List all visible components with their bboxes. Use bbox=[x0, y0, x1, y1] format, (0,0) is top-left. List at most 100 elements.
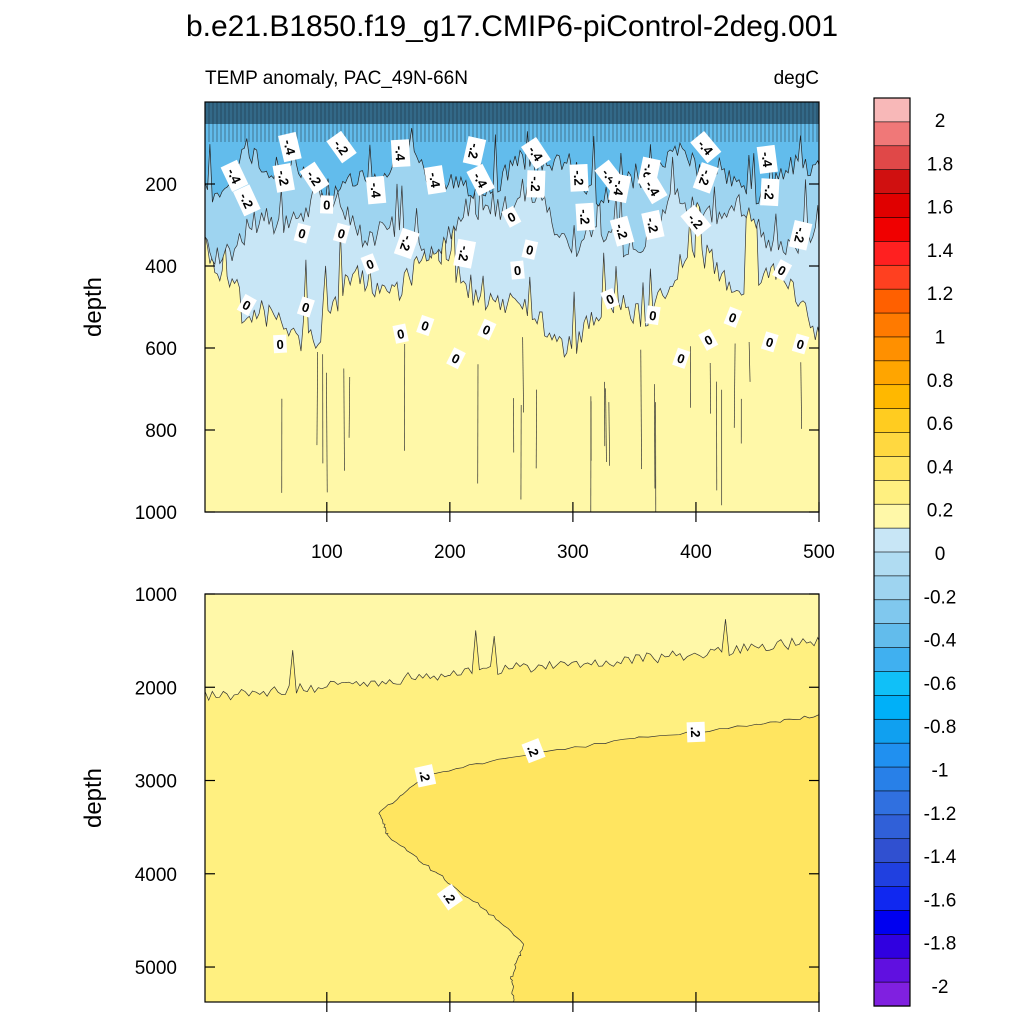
y-tick-label: 4000 bbox=[135, 865, 177, 886]
colorbar-label: 1.8 bbox=[927, 154, 953, 175]
colorbar-swatch bbox=[873, 742, 911, 768]
bottom-panel: .2 .2 .2 .2 1000 2000 3000 4000 5000 depth bbox=[80, 585, 820, 1012]
svg-text:.2: .2 bbox=[416, 769, 433, 783]
svg-text:-.4: -.4 bbox=[426, 171, 443, 189]
colorbar-swatch bbox=[873, 718, 911, 744]
contour-label: -.2 bbox=[641, 209, 665, 241]
svg-text:0: 0 bbox=[764, 334, 775, 350]
colorbar-label: 0.4 bbox=[927, 457, 954, 478]
contour-label: -.2 bbox=[680, 204, 712, 238]
contour-label: -.2 bbox=[299, 161, 330, 195]
colorbar-swatch bbox=[873, 551, 911, 577]
contour-label: -.2 bbox=[393, 227, 420, 260]
svg-text:0: 0 bbox=[323, 197, 331, 212]
colorbar-swatch bbox=[873, 814, 911, 840]
contour-label: .2 bbox=[414, 764, 437, 788]
colorbar-label: 0.2 bbox=[927, 501, 953, 522]
svg-text:-.2: -.2 bbox=[397, 234, 416, 253]
colorbar-swatch bbox=[873, 981, 911, 1007]
svg-text:-.2: -.2 bbox=[236, 191, 256, 211]
bottom-y-ticks: 1000 2000 3000 4000 5000 bbox=[135, 585, 819, 979]
svg-text:-.2: -.2 bbox=[577, 209, 593, 225]
svg-text:.2: .2 bbox=[688, 726, 703, 737]
colorbar-label: 1.4 bbox=[927, 241, 954, 262]
colorbar-label: 1.2 bbox=[927, 284, 953, 305]
contour-label: .2 bbox=[686, 721, 706, 743]
y-tick-label: 400 bbox=[145, 257, 177, 278]
contour-label: -.4 bbox=[365, 175, 387, 205]
colorbar-label: -0.2 bbox=[924, 587, 957, 608]
top-x-ticks: 100 200 300 400 500 bbox=[311, 502, 835, 563]
vertical-contour bbox=[343, 368, 345, 471]
svg-text:-.4: -.4 bbox=[224, 166, 244, 187]
bottom-plot-frame bbox=[204, 593, 820, 1003]
contour-label: -.2 bbox=[326, 130, 357, 164]
vertical-contour bbox=[348, 376, 351, 438]
contour-label: 0 bbox=[416, 314, 435, 337]
x-tick-label: 200 bbox=[434, 542, 466, 563]
vertical-contour bbox=[654, 384, 656, 489]
svg-text:-.2: -.2 bbox=[528, 176, 543, 192]
top-plot-frame bbox=[204, 101, 820, 513]
contour-label: 0 bbox=[273, 334, 288, 354]
contour-label: -.4 bbox=[690, 130, 722, 164]
svg-text:0: 0 bbox=[297, 226, 308, 242]
colorbar-swatch bbox=[873, 575, 911, 601]
contour-label: -.4 bbox=[466, 163, 495, 197]
colorbar-swatch bbox=[873, 336, 911, 362]
top-panel: -.4-.4 -.2 -.4 -.2 -.4-.4 -.6-.4-.4-.2 -.2-.4-… bbox=[80, 101, 835, 563]
bottom-y-axis-label: depth bbox=[80, 768, 107, 828]
contour-label: -.4 bbox=[521, 137, 551, 170]
contour-label: 0 bbox=[293, 222, 311, 244]
svg-text:0: 0 bbox=[795, 336, 806, 352]
colorbar-swatch bbox=[873, 934, 911, 959]
contour-label: -.4 bbox=[608, 173, 632, 204]
contour-label: 0 bbox=[791, 333, 810, 355]
colorbar-label: -1.4 bbox=[924, 847, 957, 868]
colorbar-label: -1.2 bbox=[924, 804, 957, 825]
y-tick-label: 1000 bbox=[135, 585, 177, 606]
right-subtitle: degC bbox=[774, 68, 819, 89]
contour-label: .2 bbox=[436, 883, 463, 911]
svg-text:-.4: -.4 bbox=[392, 145, 408, 162]
contour-label: 0 bbox=[296, 296, 315, 318]
contour-label: -.2 bbox=[462, 136, 487, 167]
svg-text:0: 0 bbox=[419, 318, 431, 335]
svg-text:-.2: -.2 bbox=[685, 211, 706, 232]
top-vertical-contours bbox=[281, 337, 802, 512]
contour-label: 0 bbox=[501, 205, 522, 228]
contour-label: -.2 bbox=[453, 238, 477, 269]
colorbar-swatch bbox=[873, 480, 911, 505]
colorbar-swatch bbox=[873, 838, 911, 864]
contour-label: -.2 bbox=[760, 178, 780, 207]
colorbar-label: 0 bbox=[935, 544, 946, 565]
svg-text:-.4: -.4 bbox=[280, 138, 298, 157]
contour-label: -.2 bbox=[569, 163, 589, 192]
svg-text:-.4: -.4 bbox=[758, 151, 775, 169]
svg-text:-.2: -.2 bbox=[304, 168, 325, 189]
y-tick-label: 3000 bbox=[135, 772, 177, 793]
colorbar-swatch bbox=[873, 193, 911, 219]
svg-text:-.2: -.2 bbox=[331, 137, 352, 158]
colorbar-label: 1.6 bbox=[927, 198, 953, 219]
colorbar-label: -0.6 bbox=[924, 674, 957, 695]
contour-label: -.2 bbox=[788, 220, 813, 251]
colorbar-swatch bbox=[873, 527, 911, 553]
contour-label: 0 bbox=[510, 260, 525, 280]
contour-label: -.2 bbox=[526, 170, 546, 198]
contour-label: 0 bbox=[521, 239, 539, 260]
contour-label: -.2 bbox=[692, 162, 719, 194]
y-tick-label: 600 bbox=[145, 339, 177, 360]
vertical-contour bbox=[326, 372, 328, 493]
contour-label: 0 bbox=[645, 305, 661, 326]
colorbar-swatch bbox=[873, 456, 911, 481]
colorbar-swatch bbox=[873, 886, 911, 912]
colorbar-swatch bbox=[873, 97, 911, 123]
svg-text:-.2: -.2 bbox=[455, 245, 473, 263]
vertical-contour bbox=[640, 349, 642, 470]
svg-text:-.2: -.2 bbox=[643, 216, 661, 234]
contour-label: -.2 bbox=[575, 202, 596, 231]
contour-label: -.4 bbox=[390, 139, 411, 168]
left-subtitle: TEMP anomaly, PAC_49N-66N bbox=[205, 68, 468, 89]
